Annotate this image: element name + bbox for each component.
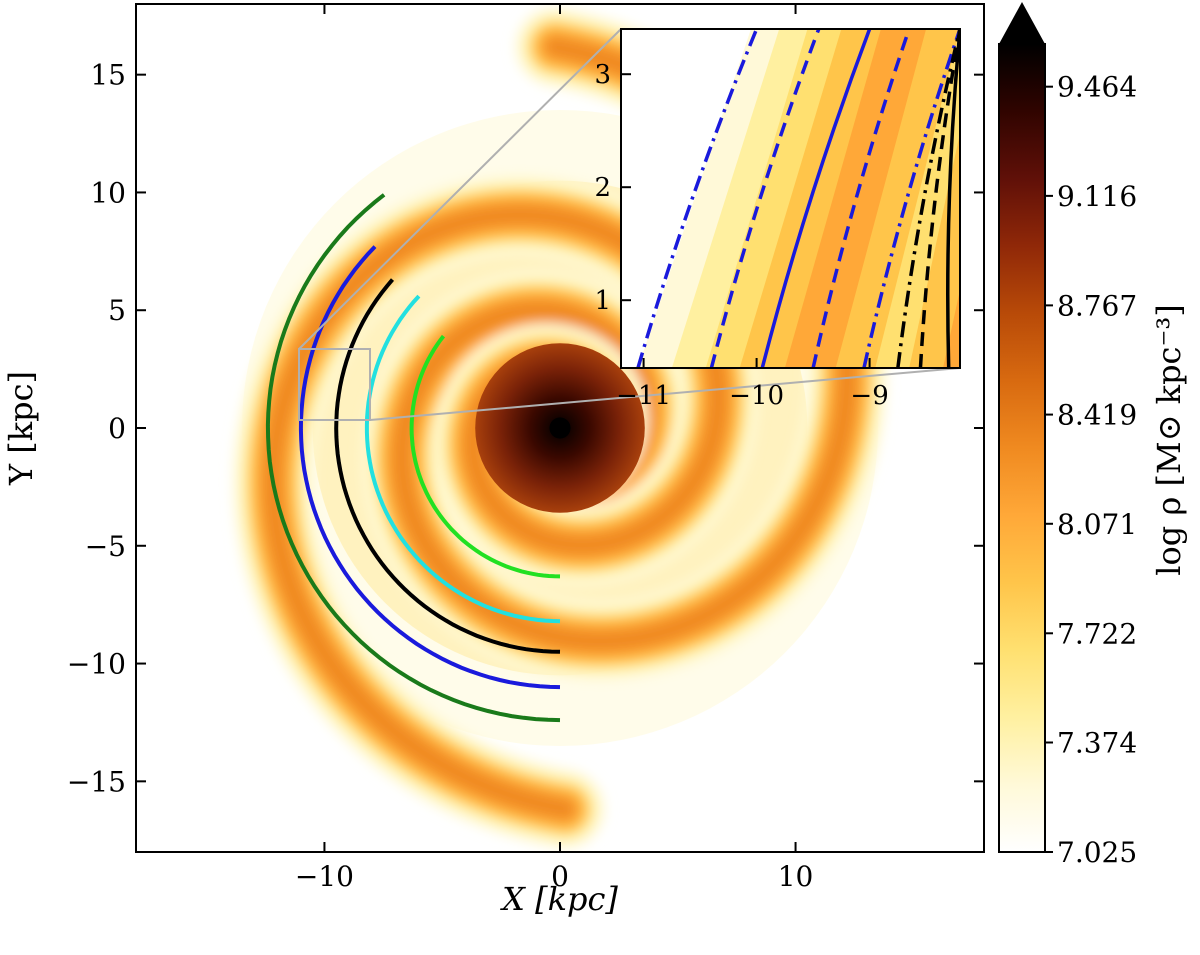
inset-x-tick-label: −11 [616,381,671,411]
inset-x-tick-label: −9 [850,381,888,411]
colorbar: 9.464 9.116 8.767 8.419 8.071 7.722 7.374 7.025… [998,2,1188,869]
colorbar-gradient [998,43,1046,853]
x-axis-label: X [kpc] [499,880,618,918]
y-tick-label: −10 [67,648,126,681]
inset-density-band [943,289,960,368]
inset-axis-ticks: −11 −10 −9 1 2 3 [594,60,888,411]
arc-series-3 [334,278,561,654]
axis-ticks: −10 0 10 −15 −10 −5 0 5 10 15 [67,4,984,893]
colorbar-extend-arrow [999,2,1045,44]
inset-plot: −11 −10 −9 1 2 3 [594,28,961,411]
y-tick-label: 5 [108,294,126,327]
inset-series-4 [811,29,911,368]
inset-density-map [621,29,960,368]
y-tick-label: 0 [108,412,126,445]
inset-frame [620,28,961,369]
inset-y-tick-label: 2 [594,173,611,203]
colorbar-tick-label: 8.767 [1057,289,1137,322]
colorbar-tick-label: 7.374 [1057,726,1137,759]
inset-x-tick-label: −10 [729,381,784,411]
zoom-connector-bottom [369,367,961,421]
colorbar-ticks: 9.464 9.116 8.767 8.419 8.071 7.722 7.374 7.025 [1045,71,1137,869]
colorbar-tick-label: 7.025 [1057,836,1137,869]
inset-series-3 [760,29,872,368]
y-tick-label: −15 [67,765,126,798]
inset-y-tick-label: 3 [594,60,611,90]
colorbar-tick-label: 7.722 [1057,617,1137,650]
y-tick-label: 15 [90,59,126,92]
y-tick-label: 10 [90,176,126,209]
y-axis-label: Y [kpc] [2,371,40,486]
arc-series-5 [409,334,561,579]
zoom-connector-top [298,28,622,350]
colorbar-tick-label: 9.464 [1057,71,1137,104]
y-tick-label: −5 [85,530,126,563]
colorbar-tick-label: 8.071 [1057,508,1137,541]
inset-y-tick-label: 1 [594,286,611,316]
x-tick-label: 0 [551,860,569,893]
arc-series-2 [298,245,561,690]
inset-series-group [636,29,960,368]
inset-series-7 [918,29,960,368]
x-tick-label: −10 [295,860,354,893]
zoom-box [298,348,371,421]
inset-series-1 [636,29,759,368]
inset-series-8 [946,29,960,368]
arc-series-group [265,193,561,723]
inset-series-6 [896,29,960,368]
colorbar-label: log ρ [M⊙ kpc⁻³] [1150,304,1188,575]
colorbar-tick-label: 9.116 [1057,180,1137,213]
arc-series-4 [364,294,561,624]
core-center [549,417,571,439]
inset-series-5 [862,29,960,368]
inset-series-2 [709,29,821,368]
arc-series-1 [265,193,561,723]
colorbar-tick-label: 8.419 [1057,399,1137,432]
x-tick-label: 10 [778,860,814,893]
